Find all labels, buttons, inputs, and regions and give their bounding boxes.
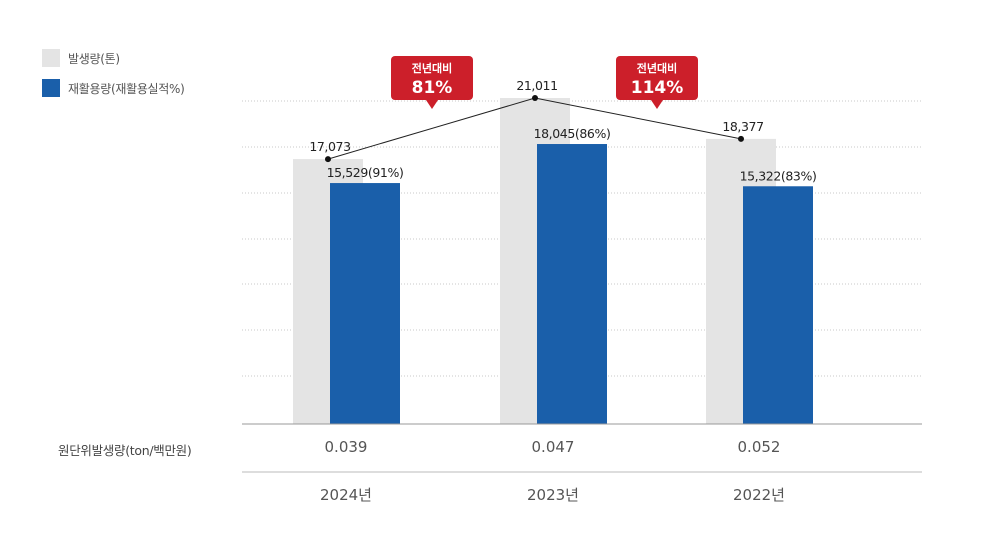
label-recycling-2: 15,322(83%): [740, 168, 817, 183]
callout-title-1: 전년대비: [637, 61, 677, 75]
callout-box-1: [616, 56, 698, 100]
unit-value-2023: 0.047: [531, 438, 575, 456]
trend-point-2: [738, 135, 744, 142]
label-generation-0: 17,073: [309, 139, 350, 154]
legend: 발생량(톤) 재활용량(재활용실적%): [42, 48, 185, 108]
unit-value-2022: 0.052: [737, 438, 781, 456]
legend-item-recycling: 재활용량(재활용실적%): [42, 78, 185, 98]
trend-point-1: [532, 95, 538, 101]
unit-value-2024: 0.039: [324, 438, 368, 456]
callout-pointer-1: [651, 100, 663, 109]
legend-label-generation: 발생량(톤): [68, 51, 120, 66]
legend-swatch-recycling: [42, 79, 60, 97]
legend-item-generation: 발생량(톤): [42, 48, 185, 68]
callout-title-0: 전년대비: [412, 61, 452, 75]
callout-box-0: [391, 56, 473, 100]
label-recycling-1: 18,045(86%): [534, 126, 611, 141]
year-label-2024: 2024년: [320, 486, 372, 504]
callout-value-1: 114%: [631, 78, 684, 98]
callout-pointer-0: [426, 100, 438, 109]
year-label-2023: 2023년: [527, 486, 579, 504]
bar-recycling-2: [743, 186, 813, 424]
year-label-2022: 2022년: [733, 486, 785, 504]
legend-swatch-generation: [42, 49, 60, 67]
legend-label-recycling: 재활용량(재활용실적%): [68, 81, 185, 96]
callout-value-0: 81%: [412, 78, 453, 98]
label-recycling-0: 15,529(91%): [327, 165, 404, 180]
trend-point-0: [325, 156, 331, 163]
label-generation-1: 21,011: [516, 78, 557, 93]
bar-recycling-1: [537, 144, 607, 424]
label-generation-2: 18,377: [722, 119, 763, 134]
bar-recycling-0: [330, 183, 400, 424]
unit-row-label: 원단위발생량(ton/백만원): [58, 443, 192, 458]
